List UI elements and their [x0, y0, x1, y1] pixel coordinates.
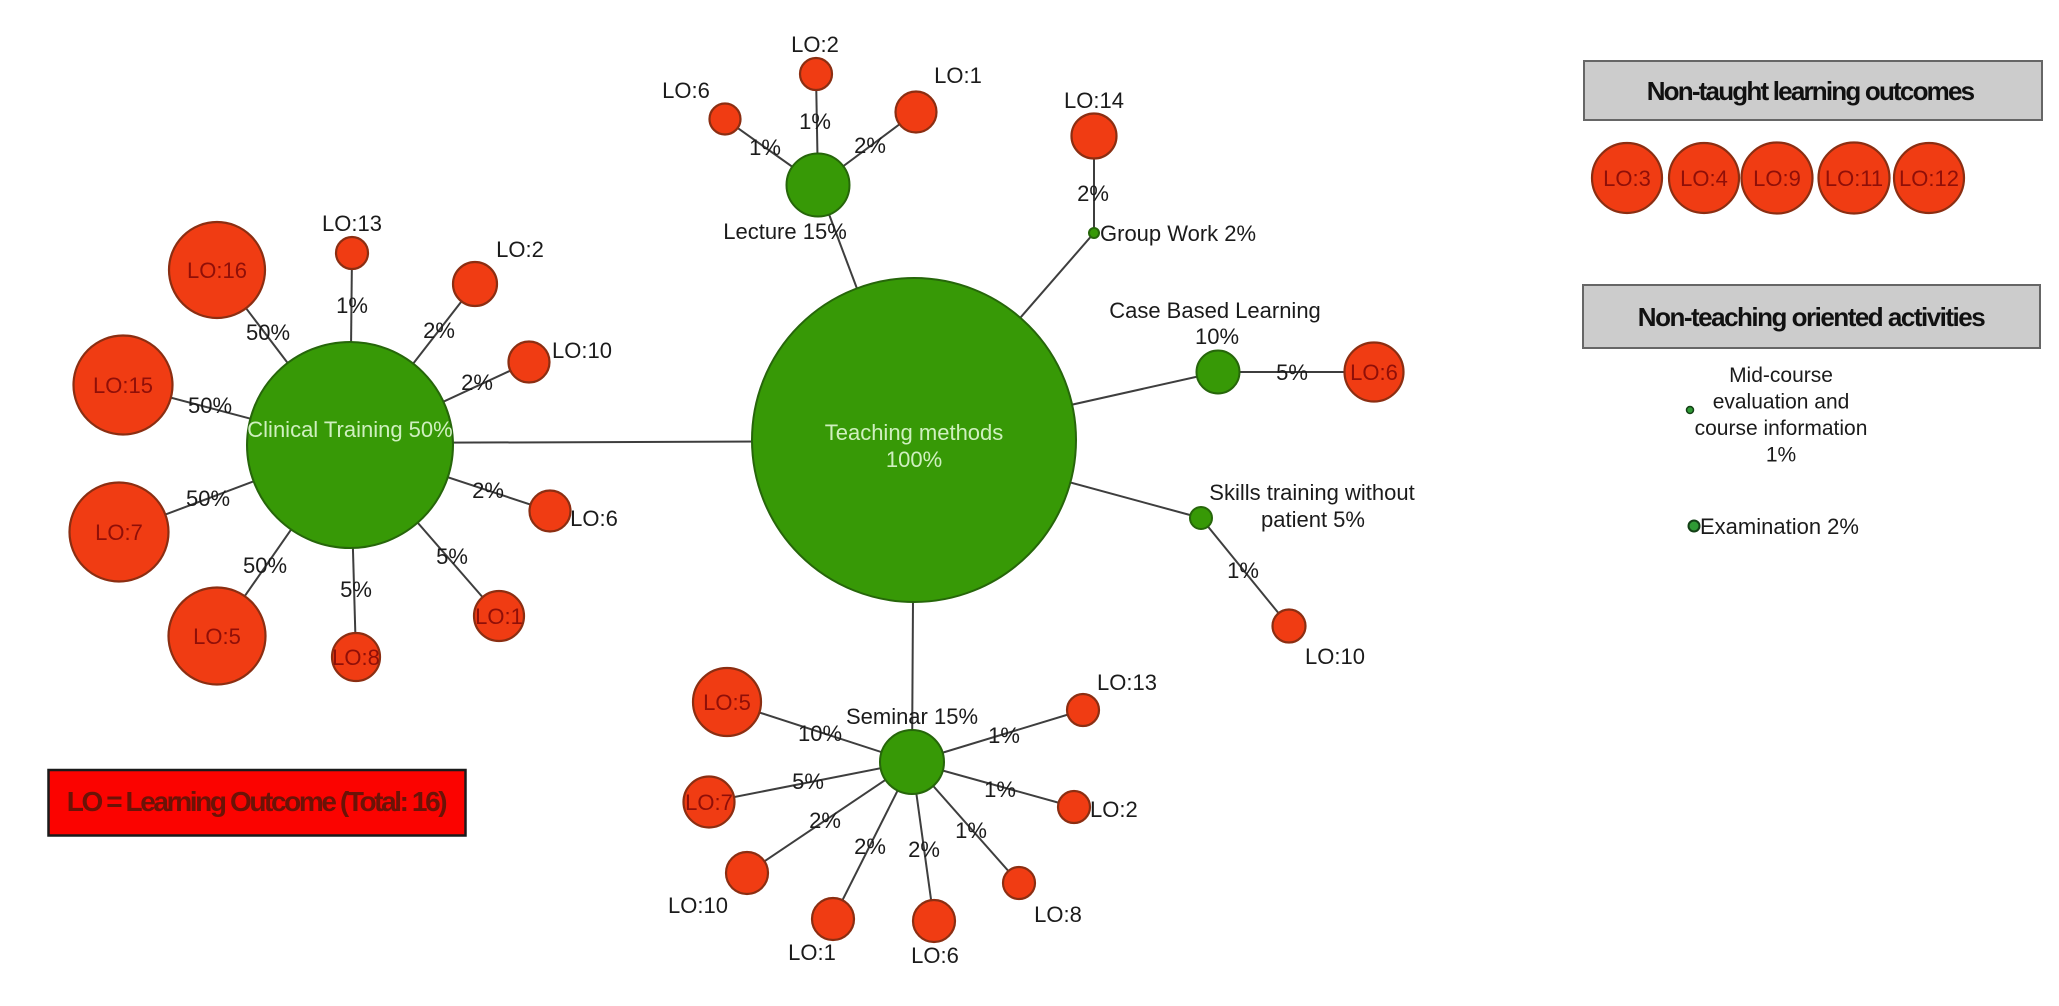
svg-text:LO:6: LO:6 — [1350, 360, 1398, 385]
svg-text:10%: 10% — [1195, 324, 1239, 349]
svg-text:LO:10: LO:10 — [1305, 644, 1365, 669]
svg-text:1%: 1% — [955, 818, 987, 843]
svg-text:Clinical Training 50%: Clinical Training 50% — [247, 417, 452, 442]
svg-text:1%: 1% — [336, 293, 368, 318]
svg-text:LO:16: LO:16 — [187, 258, 247, 283]
svg-text:Seminar 15%: Seminar 15% — [846, 704, 978, 729]
svg-text:1%: 1% — [799, 109, 831, 134]
svg-text:2%: 2% — [854, 834, 886, 859]
svg-text:LO:1: LO:1 — [934, 63, 982, 88]
svg-text:5%: 5% — [1276, 360, 1308, 385]
svg-text:LO:10: LO:10 — [552, 338, 612, 363]
svg-text:LO:2: LO:2 — [1090, 797, 1138, 822]
svg-text:LO:9: LO:9 — [1753, 166, 1801, 191]
svg-text:LO:12: LO:12 — [1899, 166, 1959, 191]
svg-text:Mid-course: Mid-course — [1729, 364, 1833, 387]
svg-text:LO:2: LO:2 — [496, 237, 544, 262]
svg-text:LO:8: LO:8 — [1034, 902, 1082, 927]
svg-text:2%: 2% — [423, 318, 455, 343]
svg-text:LO:13: LO:13 — [1097, 670, 1157, 695]
svg-text:2%: 2% — [1077, 181, 1109, 206]
svg-text:5%: 5% — [340, 577, 372, 602]
svg-text:LO:11: LO:11 — [1825, 166, 1883, 191]
svg-text:10%: 10% — [798, 721, 842, 746]
svg-text:LO:1: LO:1 — [788, 940, 836, 965]
svg-text:patient 5%: patient 5% — [1261, 507, 1365, 532]
svg-text:LO:7: LO:7 — [95, 520, 143, 545]
svg-text:evaluation and: evaluation and — [1713, 391, 1850, 414]
svg-text:50%: 50% — [246, 320, 290, 345]
svg-text:LO:14: LO:14 — [1064, 88, 1124, 113]
svg-text:LO:2: LO:2 — [791, 32, 839, 57]
svg-text:5%: 5% — [792, 769, 824, 794]
svg-text:LO:3: LO:3 — [1603, 166, 1651, 191]
svg-text:LO:6: LO:6 — [911, 943, 959, 968]
svg-text:LO:5: LO:5 — [703, 690, 751, 715]
svg-text:5%: 5% — [436, 544, 468, 569]
svg-text:Lecture 15%: Lecture 15% — [723, 219, 847, 244]
svg-text:2%: 2% — [809, 808, 841, 833]
svg-text:2%: 2% — [908, 837, 940, 862]
svg-text:1%: 1% — [749, 135, 781, 160]
svg-text:2%: 2% — [854, 133, 886, 158]
svg-text:LO:7: LO:7 — [685, 790, 733, 815]
svg-text:Skills training without: Skills training without — [1209, 480, 1414, 505]
svg-text:1%: 1% — [1227, 558, 1259, 583]
svg-text:2%: 2% — [461, 370, 493, 395]
svg-text:50%: 50% — [186, 486, 230, 511]
svg-text:1%: 1% — [988, 723, 1020, 748]
svg-text:LO:6: LO:6 — [662, 78, 710, 103]
svg-text:LO:8: LO:8 — [332, 645, 380, 670]
svg-text:LO:10: LO:10 — [668, 893, 728, 918]
svg-text:course information: course information — [1695, 417, 1868, 440]
svg-text:Case Based Learning: Case Based Learning — [1109, 298, 1321, 323]
svg-text:LO:5: LO:5 — [193, 624, 241, 649]
svg-text:LO:1: LO:1 — [475, 604, 523, 629]
svg-text:LO = Learning Outcome (Total:: LO = Learning Outcome (Total: 16) — [67, 786, 447, 817]
svg-text:1%: 1% — [984, 777, 1016, 802]
svg-text:LO:4: LO:4 — [1680, 166, 1728, 191]
svg-text:Non-teaching oriented activiti: Non-teaching oriented activities — [1638, 302, 1985, 332]
svg-text:Group Work 2%: Group Work 2% — [1100, 221, 1256, 246]
svg-text:LO:6: LO:6 — [570, 506, 618, 531]
svg-text:1%: 1% — [1766, 444, 1796, 467]
svg-text:50%: 50% — [188, 393, 232, 418]
svg-text:LO:15: LO:15 — [93, 373, 153, 398]
svg-text:2%: 2% — [472, 478, 504, 503]
svg-text:Examination 2%: Examination 2% — [1700, 514, 1859, 539]
svg-text:Non-taught learning outcomes: Non-taught learning outcomes — [1647, 76, 1975, 106]
svg-text:50%: 50% — [243, 553, 287, 578]
svg-text:LO:13: LO:13 — [322, 211, 382, 236]
svg-text:Teaching methods: Teaching methods — [825, 420, 1004, 445]
svg-text:100%: 100% — [886, 447, 942, 472]
